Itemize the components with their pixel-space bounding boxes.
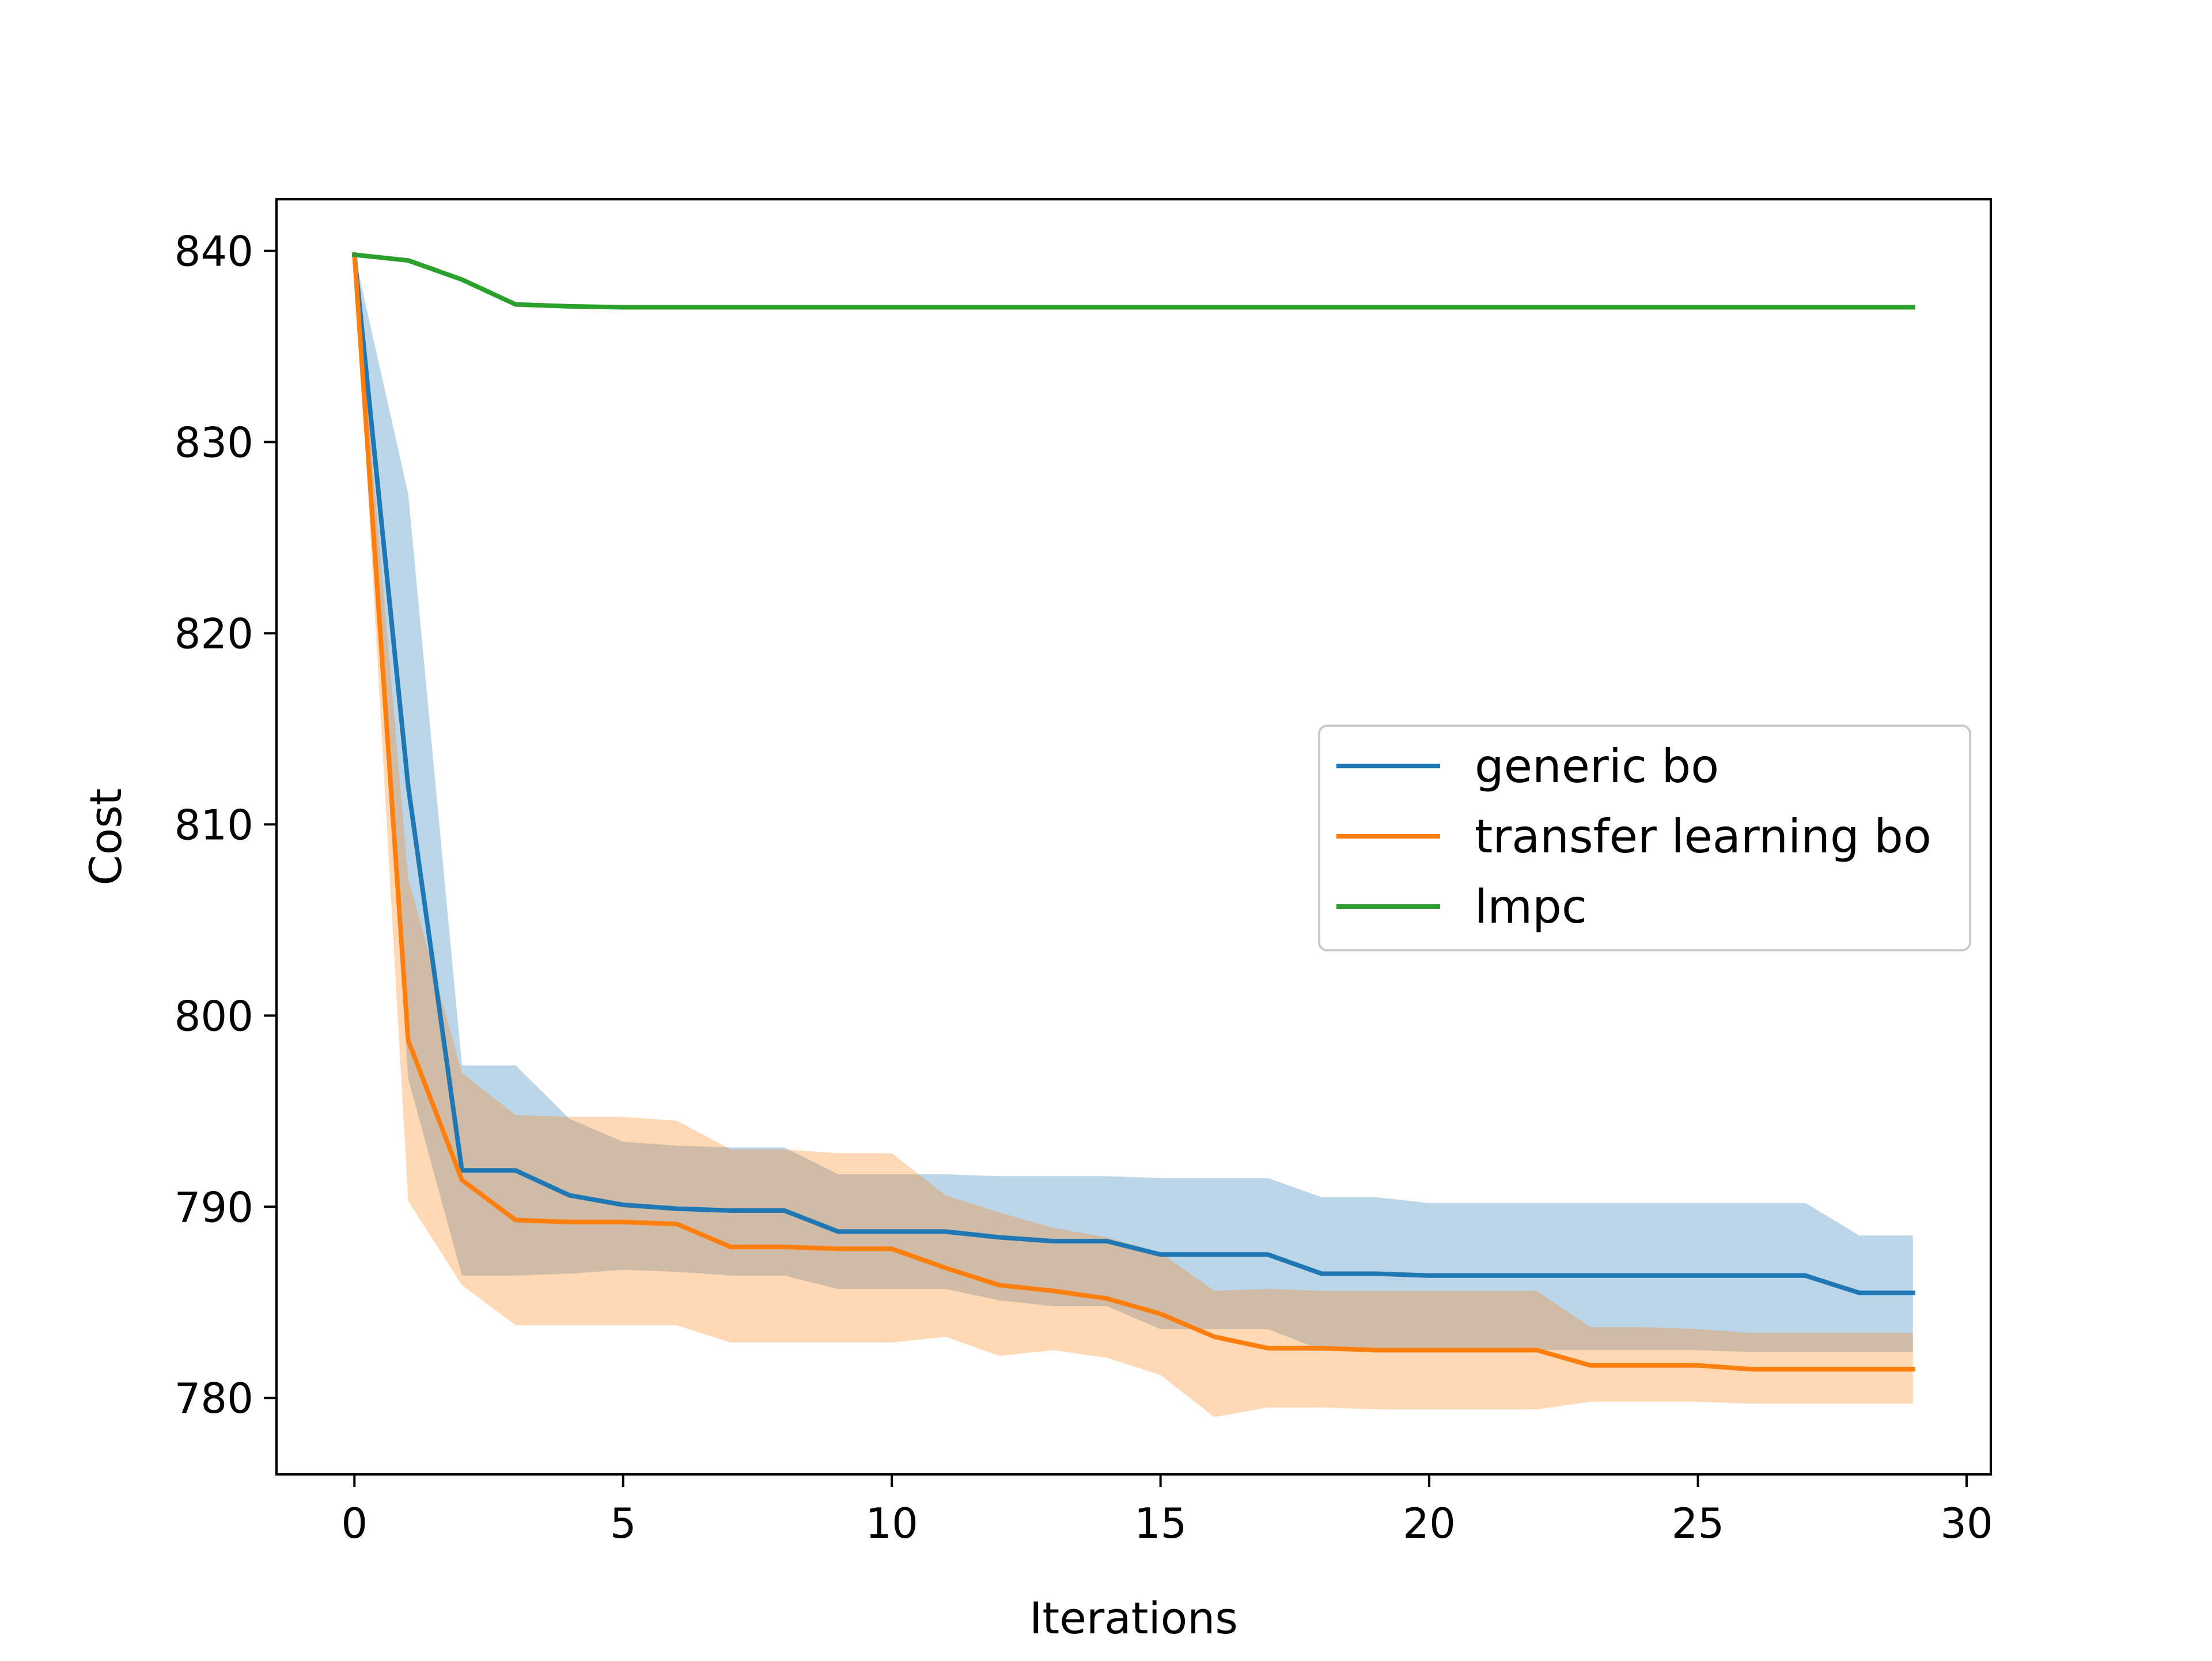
y-tick-label: 840 — [175, 227, 253, 276]
y-tick-label: 820 — [175, 609, 253, 658]
y-tick-label: 780 — [175, 1374, 253, 1423]
series-line-transfer-learning-bo — [352, 252, 1915, 1372]
y-tick-label: 830 — [175, 419, 253, 467]
legend-label-lmpc: lmpc — [1475, 880, 1587, 934]
x-tick-label: 5 — [610, 1499, 637, 1548]
x-tick-label: 15 — [1134, 1499, 1187, 1548]
x-tick-label: 25 — [1672, 1499, 1725, 1548]
series-line-lmpc — [351, 252, 1915, 310]
y-tick-label: 810 — [175, 801, 253, 849]
series-line-generic-bo — [351, 252, 1915, 1295]
x-tick-label: 0 — [341, 1499, 368, 1548]
y-tick-label: 800 — [175, 992, 253, 1040]
band-generic-bo — [354, 255, 1913, 1352]
legend-label-transfer-learning-bo: transfer learning bo — [1475, 810, 1931, 863]
band-transfer-learning-bo — [354, 255, 1913, 1417]
series-lines — [351, 252, 1915, 1372]
y-tick-label: 790 — [175, 1183, 253, 1231]
y-axis-label: Cost — [80, 788, 131, 886]
x-axis-label: Iterations — [1029, 1592, 1238, 1644]
confidence-bands — [354, 255, 1913, 1417]
legend: generic bo transfer learning bo lmpc — [1318, 725, 1971, 951]
legend-box — [1318, 725, 1971, 951]
legend-label-generic-bo: generic bo — [1475, 740, 1719, 793]
x-tick-label: 20 — [1403, 1499, 1456, 1548]
plot-frame — [275, 198, 1992, 1476]
x-tick-label: 30 — [1940, 1499, 1993, 1548]
x-tick-label: 10 — [865, 1499, 918, 1548]
y-axis-ticks: 780 790 800 810 820 830 840 — [175, 227, 276, 1423]
x-axis-ticks: 0 5 10 15 20 25 30 — [341, 1474, 1993, 1548]
